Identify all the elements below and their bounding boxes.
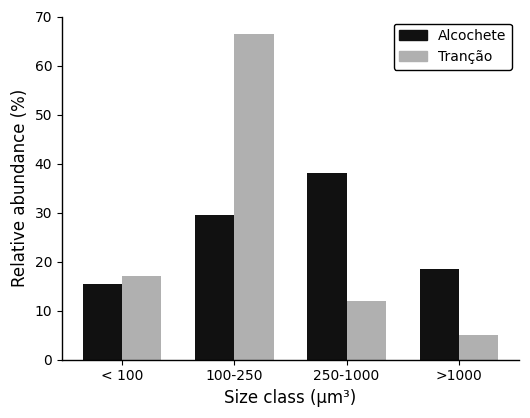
Bar [195, 215, 234, 359]
Bar [83, 284, 122, 359]
Bar [347, 301, 386, 359]
Bar [307, 173, 347, 359]
X-axis label: Size class (μm³): Size class (μm³) [224, 389, 357, 407]
Bar [420, 269, 459, 359]
Bar [459, 335, 498, 359]
Y-axis label: Relative abundance (%): Relative abundance (%) [11, 89, 29, 287]
Bar [122, 276, 161, 359]
Bar [234, 34, 273, 359]
Legend: Alcochete, Tranção: Alcochete, Tranção [394, 23, 512, 70]
